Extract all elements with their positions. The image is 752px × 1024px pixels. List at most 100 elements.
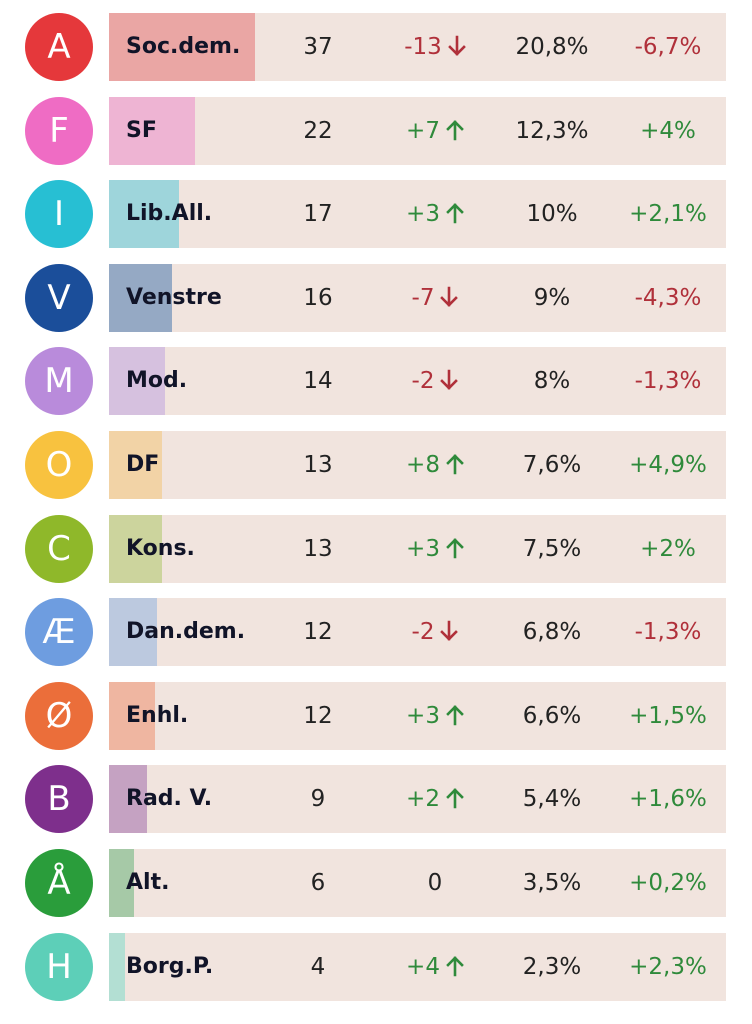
table-row: F SF 22 +7 12,3% +4% (0, 97, 752, 165)
vote-share-bar (109, 13, 255, 81)
seat-change: -7 (380, 264, 490, 332)
vote-share-value: 7,6% (522, 452, 582, 478)
arrow-up-icon (446, 537, 464, 558)
vote-share-value: 10% (526, 201, 578, 227)
vote-share-bar (109, 97, 195, 165)
party-letter-badge: Ø (25, 682, 93, 750)
vote-share-change: -4,3% (634, 285, 702, 311)
party-letter-badge: I (25, 180, 93, 248)
party-name: Lib.All. (126, 201, 213, 226)
vote-share-bar (109, 849, 134, 917)
seat-change: 0 (380, 849, 490, 917)
vote-share-bar (109, 515, 162, 583)
party-name: Dan.dem. (126, 619, 246, 644)
vote-share-value: 6,6% (522, 703, 582, 729)
seat-change: +3 (380, 515, 490, 583)
vote-share-bar (109, 682, 155, 750)
arrow-down-icon (440, 369, 459, 390)
vote-share-change: +2,3% (629, 954, 707, 980)
row-background (109, 682, 726, 750)
vote-share-change: +4,9% (629, 452, 707, 478)
vote-share-change: +2,1% (629, 201, 707, 227)
seat-change: -2 (380, 598, 490, 666)
vote-share-bar (109, 180, 179, 248)
seat-change: +2 (380, 765, 490, 833)
table-row: V Venstre 16 -7 9% -4,3% (0, 264, 752, 332)
arrow-down-icon (447, 35, 466, 56)
vote-share-bar (109, 347, 165, 415)
vote-share-bar (109, 765, 147, 833)
row-background (109, 180, 726, 248)
vote-share-value: 2,3% (522, 954, 582, 980)
seat-change: +3 (380, 682, 490, 750)
party-letter-badge: Æ (25, 598, 93, 666)
table-row: Æ Dan.dem. 12 -2 6,8% -1,3% (0, 598, 752, 666)
vote-share-value: 5,4% (522, 786, 582, 812)
table-row: H Borg.P. 4 +4 2,3% +2,3% (0, 933, 752, 1001)
vote-share-value: 8% (533, 368, 571, 394)
seat-change-value: +7 (406, 118, 440, 144)
seats-value: 22 (303, 118, 333, 144)
party-letter-badge: C (25, 515, 93, 583)
party-name: Soc.dem. (126, 34, 241, 59)
seats-value: 16 (303, 285, 333, 311)
seat-change-value: 0 (427, 870, 443, 896)
party-letter-badge: H (25, 933, 93, 1001)
vote-share-bar (109, 431, 162, 499)
row-background (109, 849, 726, 917)
seat-change: +8 (380, 431, 490, 499)
row-background (109, 933, 726, 1001)
seats-value: 13 (303, 536, 333, 562)
seat-change: -13 (380, 13, 490, 81)
party-letter-badge: A (25, 13, 93, 81)
seat-change-value: +2 (406, 786, 440, 812)
vote-share-bar (109, 598, 157, 666)
party-name: Kons. (126, 536, 195, 561)
seats-value: 6 (310, 870, 326, 896)
party-letter-badge: O (25, 431, 93, 499)
party-name: Rad. V. (126, 786, 213, 811)
table-row: A Soc.dem. 37 -13 20,8% -6,7% (0, 13, 752, 81)
vote-share-change: +4% (640, 118, 696, 144)
seat-change: -2 (380, 347, 490, 415)
vote-share-value: 7,5% (522, 536, 582, 562)
party-letter-badge: F (25, 97, 93, 165)
seat-change-value: -2 (411, 619, 435, 645)
seat-change-value: +4 (406, 954, 440, 980)
table-row: O DF 13 +8 7,6% +4,9% (0, 431, 752, 499)
seats-value: 12 (303, 619, 333, 645)
table-row: C Kons. 13 +3 7,5% +2% (0, 515, 752, 583)
row-background (109, 765, 726, 833)
vote-share-change: +1,5% (629, 703, 707, 729)
vote-share-change: -6,7% (634, 34, 702, 60)
table-row: Ø Enhl. 12 +3 6,6% +1,5% (0, 682, 752, 750)
row-background (109, 347, 726, 415)
seat-change: +3 (380, 180, 490, 248)
arrow-up-icon (446, 119, 464, 140)
vote-share-change: -1,3% (634, 619, 702, 645)
seat-change-value: +3 (406, 536, 440, 562)
seats-value: 14 (303, 368, 333, 394)
party-name: SF (126, 118, 157, 143)
seat-change: +4 (380, 933, 490, 1001)
vote-share-bar (109, 264, 172, 332)
vote-share-value: 12,3% (515, 118, 589, 144)
seats-value: 17 (303, 201, 333, 227)
vote-share-value: 6,8% (522, 619, 582, 645)
row-background (109, 13, 726, 81)
vote-share-change: -1,3% (634, 368, 702, 394)
party-letter-badge: V (25, 264, 93, 332)
arrow-up-icon (446, 955, 464, 976)
seat-change-value: +3 (406, 703, 440, 729)
seat-change-value: -2 (411, 368, 435, 394)
vote-share-change: +2% (640, 536, 696, 562)
table-row: I Lib.All. 17 +3 10% +2,1% (0, 180, 752, 248)
vote-share-value: 9% (533, 285, 571, 311)
arrow-up-icon (446, 704, 464, 725)
seats-value: 12 (303, 703, 333, 729)
seats-value: 13 (303, 452, 333, 478)
arrow-down-icon (440, 620, 459, 641)
seat-change-value: +3 (406, 201, 440, 227)
vote-share-value: 20,8% (515, 34, 589, 60)
